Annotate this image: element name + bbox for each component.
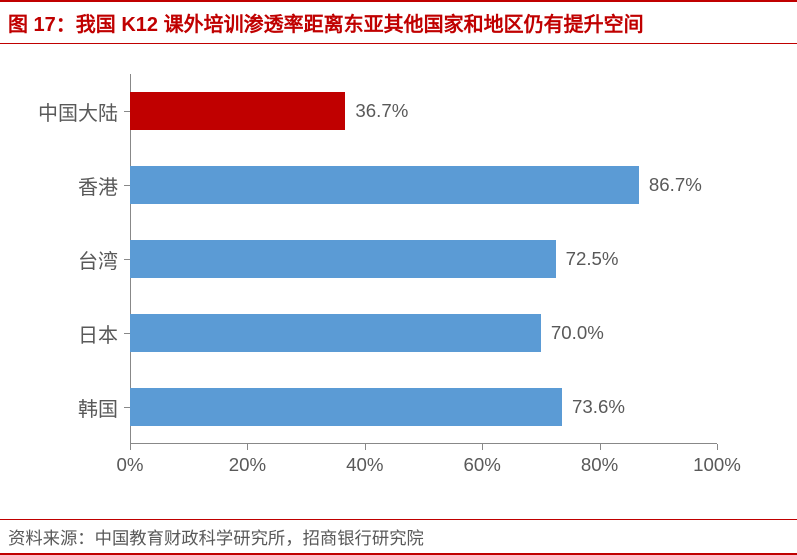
value-label: 73.6% (572, 396, 625, 418)
category-label: 香港 (78, 171, 130, 200)
chart-area: 中国大陆36.7%香港86.7%台湾72.5%日本70.0%韩国73.6%0%2… (20, 74, 777, 494)
bar (130, 388, 562, 426)
bar-row: 日本70.0% (130, 314, 717, 352)
x-tick-label: 60% (464, 444, 501, 476)
bar-row: 台湾72.5% (130, 240, 717, 278)
x-tick-label: 100% (693, 444, 741, 476)
bar-row: 韩国73.6% (130, 388, 717, 426)
x-tick-label: 20% (229, 444, 266, 476)
bar-row: 香港86.7% (130, 166, 717, 204)
category-label: 韩国 (78, 393, 130, 422)
value-label: 72.5% (566, 248, 619, 270)
value-label: 86.7% (649, 174, 702, 196)
category-label: 日本 (78, 319, 130, 348)
bar (130, 166, 639, 204)
x-tick-label: 80% (581, 444, 618, 476)
plot-region: 中国大陆36.7%香港86.7%台湾72.5%日本70.0%韩国73.6%0%2… (130, 74, 717, 444)
figure-title-bar: 图 17：我国 K12 课外培训渗透率距离东亚其他国家和地区仍有提升空间 (0, 0, 797, 44)
value-label: 70.0% (551, 322, 604, 344)
x-tick-label: 0% (117, 444, 144, 476)
category-label: 中国大陆 (38, 97, 130, 126)
bar (130, 314, 541, 352)
bar (130, 92, 345, 130)
bar-row: 中国大陆36.7% (130, 92, 717, 130)
source-bar: 资料来源：中国教育财政科学研究所，招商银行研究院 (0, 519, 797, 555)
value-label: 36.7% (355, 100, 408, 122)
source-text: 资料来源：中国教育财政科学研究所，招商银行研究院 (8, 528, 424, 548)
x-tick-label: 40% (346, 444, 383, 476)
figure-title: 图 17：我国 K12 课外培训渗透率距离东亚其他国家和地区仍有提升空间 (8, 14, 644, 36)
x-axis-line (130, 443, 717, 444)
bar (130, 240, 556, 278)
category-label: 台湾 (78, 245, 130, 274)
